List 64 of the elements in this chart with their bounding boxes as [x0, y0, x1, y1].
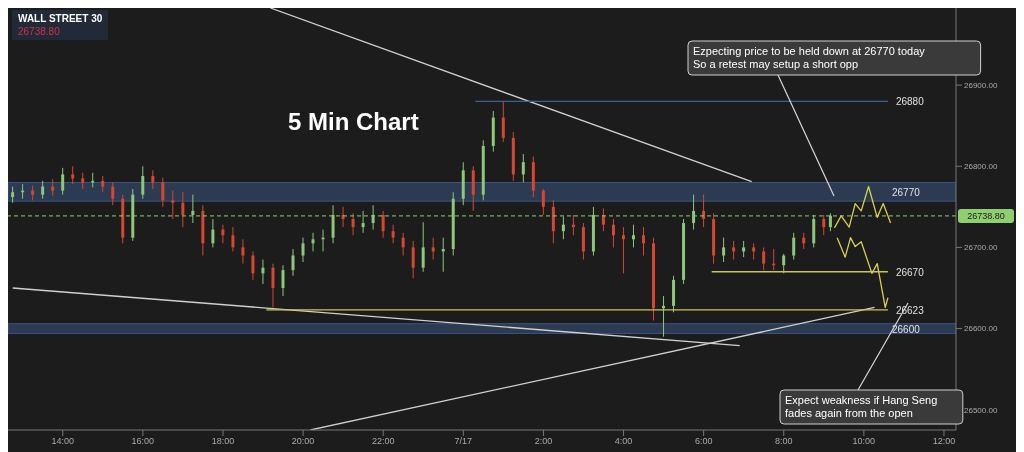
- candlestick: [722, 237, 726, 263]
- candlestick: [61, 167, 65, 196]
- candlestick: [391, 224, 395, 244]
- series-label: 26880: [895, 96, 925, 108]
- x-tick-label: 8:00: [774, 436, 793, 447]
- annotation: 26738.80: [18, 25, 61, 38]
- x-tick-label: 7/17: [454, 436, 473, 447]
- candlestick: [501, 100, 505, 143]
- candlestick: [631, 224, 635, 248]
- x-tick-label: 14:00: [51, 436, 75, 447]
- candlestick: [241, 238, 245, 265]
- candlestick: [141, 165, 145, 200]
- candlestick: [792, 232, 796, 261]
- series-label: 26670: [895, 266, 925, 278]
- x-tick-label: 10:00: [852, 436, 876, 447]
- x-tick-label: 22:00: [371, 436, 395, 447]
- candlestick: [181, 191, 185, 228]
- candlestick: [111, 181, 115, 206]
- candlestick: [271, 263, 275, 308]
- candlestick: [822, 214, 826, 236]
- candlestick: [611, 218, 615, 248]
- candlestick: [541, 188, 545, 216]
- candlestick: [641, 226, 645, 257]
- candlestick: [421, 221, 425, 273]
- candlestick: [291, 248, 295, 277]
- candlestick: [151, 169, 155, 190]
- candlestick: [171, 190, 175, 220]
- candlestick: [161, 177, 165, 208]
- annotation: Ezpecting price to be held down at 26770 today So a retest may setup a short opp: [693, 45, 926, 70]
- candlestick: [401, 232, 405, 257]
- candlestick: [281, 264, 285, 297]
- band-label: 26600: [892, 323, 921, 335]
- candlestick: [251, 250, 255, 281]
- y-tick-label: 26700.00: [964, 243, 998, 253]
- x-tick-label: 20:00: [291, 436, 315, 447]
- ref-line-label: 26738.80: [967, 210, 1005, 221]
- band-label: 26770: [892, 186, 921, 198]
- y-tick-label: 26500.00: [964, 405, 998, 415]
- x-tick-label: 16:00: [131, 436, 155, 447]
- candlestick: [351, 212, 355, 236]
- x-tick-label: 4:00: [614, 436, 633, 447]
- candlestick: [381, 210, 385, 239]
- candlestick: [762, 246, 766, 271]
- x-tick-label: 2:00: [534, 436, 553, 447]
- candlestick: [521, 153, 525, 183]
- candlestick: [411, 240, 415, 279]
- y-tick-label: 26900.00: [964, 80, 998, 90]
- candlestick: [231, 226, 235, 252]
- candlestick: [301, 237, 305, 263]
- y-tick-label: 26800.00: [964, 162, 998, 172]
- annotation: Expect weakness if Hang Seng fades again from the open: [785, 394, 938, 419]
- candlestick: [782, 253, 786, 274]
- x-tick-label: 6:00: [694, 436, 713, 447]
- candlestick: [732, 240, 736, 261]
- line-series: [833, 185, 892, 229]
- candlestick: [621, 226, 625, 274]
- x-tick-label: 18:00: [211, 436, 235, 447]
- y-tick-label: 26600.00: [964, 324, 998, 334]
- candlestick: [211, 218, 215, 248]
- candlestick: [311, 232, 315, 252]
- text: 5 Min Chart: [288, 108, 419, 136]
- text: WALL STREET 30: [18, 12, 103, 25]
- x-tick-label: 12:00: [932, 436, 956, 447]
- candlestick: [431, 237, 435, 261]
